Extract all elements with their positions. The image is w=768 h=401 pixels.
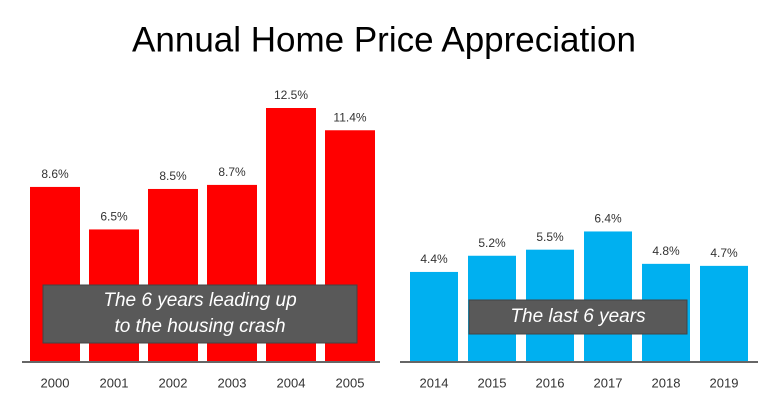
- annotation-box: [42, 284, 358, 344]
- value-label: 4.7%: [710, 246, 738, 260]
- annotation: to the housing crash: [114, 316, 285, 337]
- x-tick-label: 2002: [159, 375, 188, 390]
- x-tick-label: 2019: [710, 375, 739, 390]
- x-tick-label: 2015: [478, 375, 507, 390]
- value-label: 5.2%: [478, 236, 506, 250]
- x-tick-label: 2004: [277, 375, 306, 390]
- value-label: 6.4%: [594, 212, 622, 226]
- bar: [584, 231, 632, 361]
- value-label: 11.4%: [333, 110, 366, 124]
- annotation-box: [468, 299, 688, 335]
- value-label: 4.8%: [652, 244, 680, 258]
- bar: [700, 265, 748, 361]
- chart-title: Annual Home Price Appreciation: [132, 20, 636, 59]
- annotation: The last 6 years: [510, 306, 646, 327]
- x-tick-label: 2000: [41, 375, 70, 390]
- x-tick-label: 2003: [218, 375, 247, 390]
- x-tick-label: 2005: [336, 375, 365, 390]
- annotation: The 6 years leading up: [103, 290, 296, 311]
- value-label: 6.5%: [100, 210, 128, 224]
- value-label: 12.5%: [274, 88, 308, 102]
- value-label: 8.6%: [41, 167, 69, 181]
- x-tick-label: 2001: [100, 375, 129, 390]
- x-tick-label: 2018: [652, 375, 681, 390]
- value-label: 8.7%: [218, 165, 246, 179]
- value-label: 8.5%: [159, 169, 187, 183]
- bar: [410, 271, 458, 361]
- x-tick-label: 2014: [420, 375, 449, 390]
- x-tick-label: 2016: [536, 375, 565, 390]
- value-label: 4.4%: [420, 252, 448, 266]
- x-tick-label: 2017: [594, 375, 623, 390]
- value-label: 5.5%: [536, 230, 564, 244]
